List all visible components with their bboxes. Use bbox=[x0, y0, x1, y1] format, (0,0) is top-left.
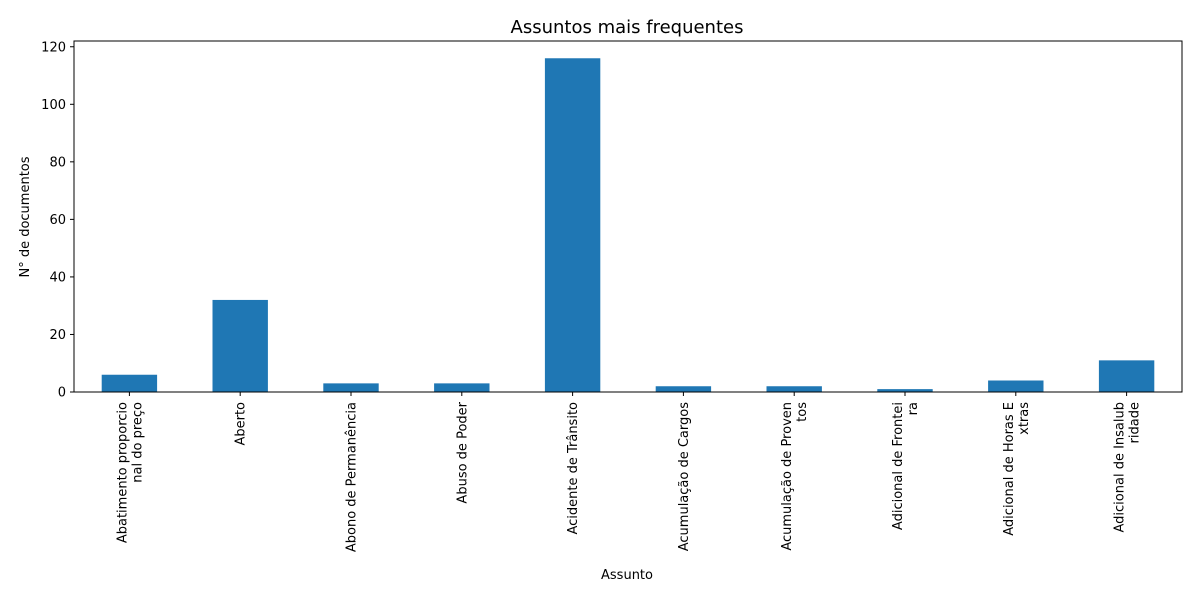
y-tick-label: 80 bbox=[49, 155, 66, 170]
chart-title: Assuntos mais frequentes bbox=[511, 17, 744, 38]
x-tick-label: Abatimento proporcional do preço bbox=[115, 402, 145, 543]
y-axis: 0 20 40 60 80 100 120 bbox=[41, 40, 74, 401]
bar bbox=[212, 299, 268, 392]
x-tick-label: Acumulação de Cargos bbox=[677, 402, 692, 551]
x-tick-label: Abono de Permanência bbox=[345, 402, 360, 552]
x-axis-label: Assunto bbox=[601, 568, 653, 583]
x-tick-label: Adicional de Fronteira bbox=[891, 402, 921, 530]
bar bbox=[101, 374, 158, 392]
y-tick-label: 60 bbox=[49, 213, 66, 228]
bar bbox=[988, 380, 1044, 392]
bar bbox=[434, 383, 490, 392]
x-tick-label: Aberto bbox=[234, 402, 249, 446]
bar bbox=[877, 389, 933, 392]
x-axis: Abatimento proporcional do preço Aberto Ab… bbox=[115, 392, 1143, 552]
bars bbox=[101, 58, 1155, 392]
y-tick-label: 20 bbox=[49, 328, 66, 343]
plot-frame bbox=[73, 40, 1183, 393]
x-tick-label: Acumulação de Proventos bbox=[780, 402, 810, 551]
bar bbox=[655, 386, 712, 392]
bar bbox=[323, 383, 379, 392]
y-tick-label: 0 bbox=[58, 386, 66, 401]
x-tick-label: Adicional de Horas Extras bbox=[1002, 402, 1032, 536]
x-tick-label: Adicional de Insalubridade bbox=[1113, 402, 1143, 533]
bar bbox=[1098, 360, 1155, 392]
y-tick-label: 120 bbox=[41, 40, 66, 55]
y-tick-label: 40 bbox=[49, 270, 66, 285]
y-axis-label: N° de documentos bbox=[18, 156, 33, 277]
x-tick-label: Acidente de Trânsito bbox=[566, 402, 581, 535]
x-tick-label: Abuso de Poder bbox=[455, 401, 470, 503]
bar bbox=[766, 386, 822, 392]
bar bbox=[544, 58, 601, 392]
y-tick-label: 100 bbox=[41, 98, 66, 113]
